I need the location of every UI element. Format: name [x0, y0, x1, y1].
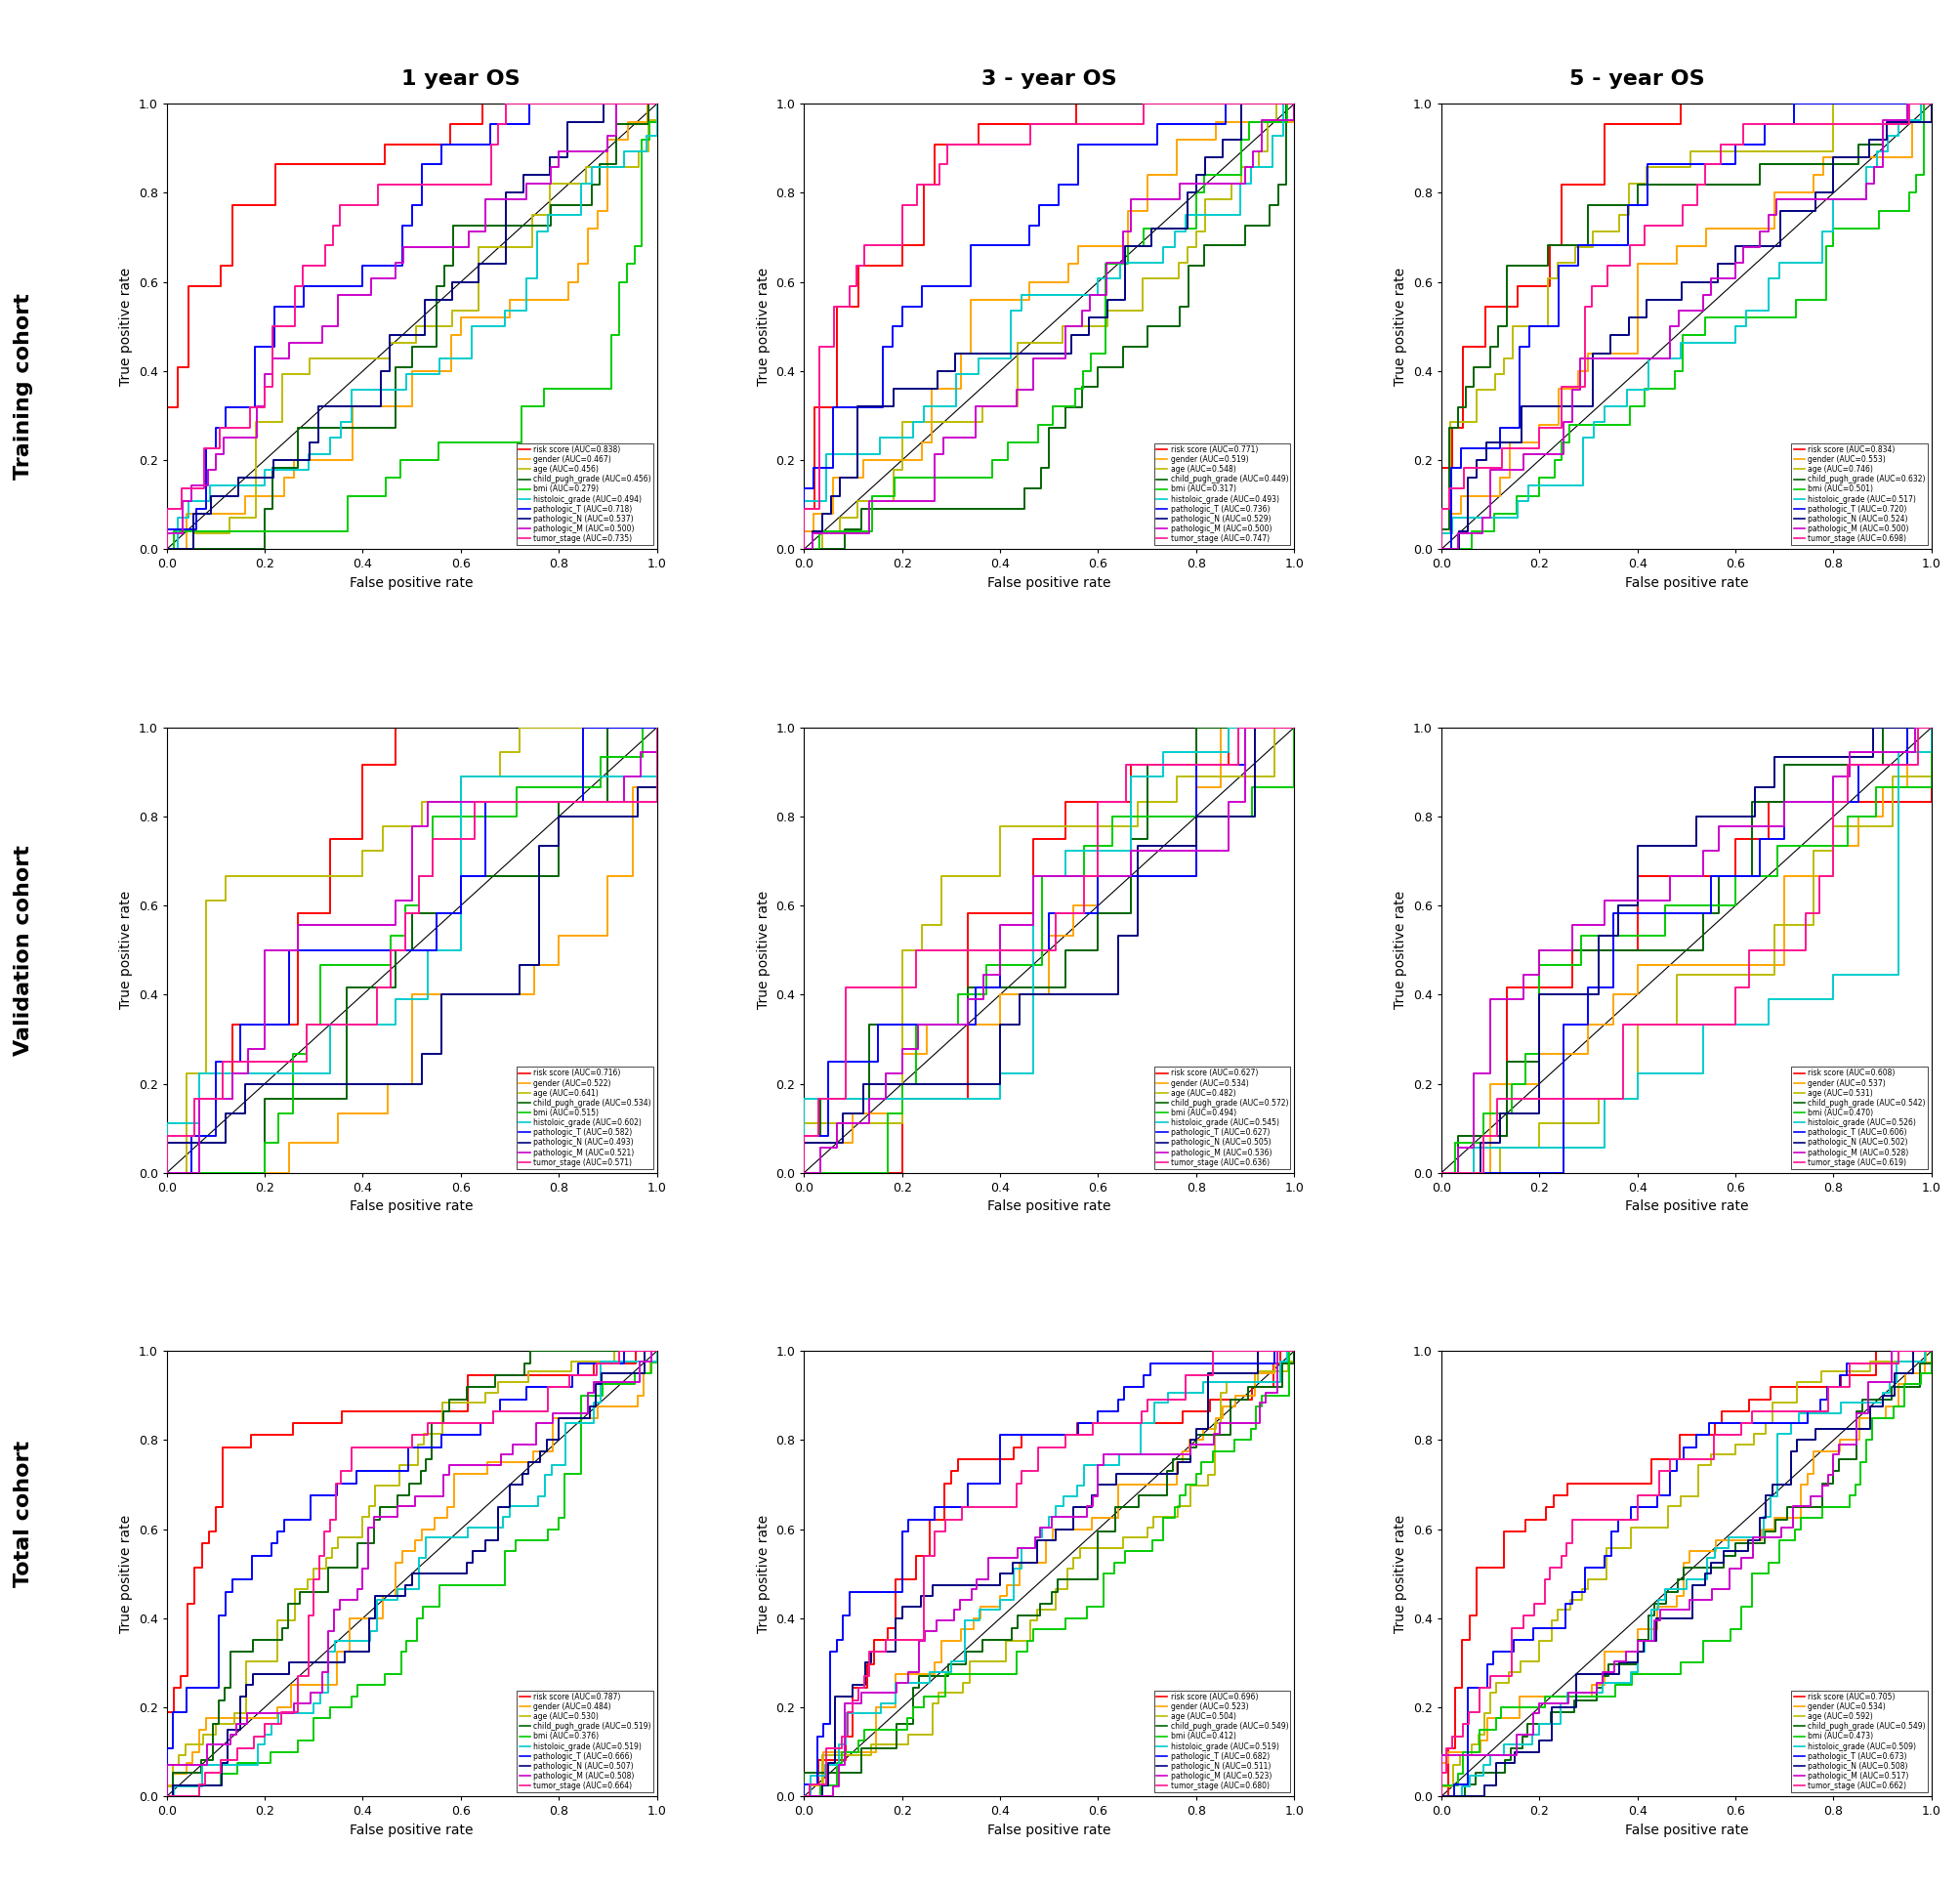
Legend: risk score (AUC=0.834), gender (AUC=0.553), age (AUC=0.746), child_pugh_grade (A: risk score (AUC=0.834), gender (AUC=0.55…	[1791, 443, 1927, 545]
X-axis label: False positive rate: False positive rate	[1625, 1200, 1746, 1213]
Y-axis label: True positive rate: True positive rate	[757, 1515, 770, 1632]
X-axis label: False positive rate: False positive rate	[351, 576, 472, 591]
X-axis label: False positive rate: False positive rate	[988, 1823, 1109, 1838]
Text: 1 year OS: 1 year OS	[402, 70, 519, 89]
Legend: risk score (AUC=0.716), gender (AUC=0.522), age (AUC=0.641), child_pugh_grade (A: risk score (AUC=0.716), gender (AUC=0.52…	[517, 1066, 653, 1170]
X-axis label: False positive rate: False positive rate	[351, 1200, 472, 1213]
X-axis label: False positive rate: False positive rate	[351, 1823, 472, 1838]
Text: Total cohort: Total cohort	[14, 1442, 33, 1587]
Legend: risk score (AUC=0.696), gender (AUC=0.523), age (AUC=0.504), child_pugh_grade (A: risk score (AUC=0.696), gender (AUC=0.52…	[1154, 1691, 1290, 1793]
Y-axis label: True positive rate: True positive rate	[757, 891, 770, 1010]
X-axis label: False positive rate: False positive rate	[988, 576, 1109, 591]
Text: 5 - year OS: 5 - year OS	[1568, 70, 1705, 89]
Legend: risk score (AUC=0.627), gender (AUC=0.534), age (AUC=0.482), child_pugh_grade (A: risk score (AUC=0.627), gender (AUC=0.53…	[1154, 1066, 1290, 1170]
Legend: risk score (AUC=0.608), gender (AUC=0.537), age (AUC=0.531), child_pugh_grade (A: risk score (AUC=0.608), gender (AUC=0.53…	[1791, 1066, 1927, 1170]
Legend: risk score (AUC=0.838), gender (AUC=0.467), age (AUC=0.456), child_pugh_grade (A: risk score (AUC=0.838), gender (AUC=0.46…	[517, 443, 653, 545]
Y-axis label: True positive rate: True positive rate	[120, 891, 133, 1010]
Y-axis label: True positive rate: True positive rate	[757, 268, 770, 385]
Legend: risk score (AUC=0.787), gender (AUC=0.484), age (AUC=0.530), child_pugh_grade (A: risk score (AUC=0.787), gender (AUC=0.48…	[517, 1691, 653, 1793]
Text: Validation cohort: Validation cohort	[14, 845, 33, 1055]
Y-axis label: True positive rate: True positive rate	[1394, 891, 1407, 1010]
Y-axis label: True positive rate: True positive rate	[120, 268, 133, 385]
Text: Training cohort: Training cohort	[14, 292, 33, 479]
X-axis label: False positive rate: False positive rate	[1625, 1823, 1746, 1838]
Y-axis label: True positive rate: True positive rate	[1394, 1515, 1407, 1632]
Y-axis label: True positive rate: True positive rate	[120, 1515, 133, 1632]
Legend: risk score (AUC=0.705), gender (AUC=0.534), age (AUC=0.592), child_pugh_grade (A: risk score (AUC=0.705), gender (AUC=0.53…	[1791, 1691, 1927, 1793]
Text: 3 - year OS: 3 - year OS	[980, 70, 1117, 89]
Legend: risk score (AUC=0.771), gender (AUC=0.519), age (AUC=0.548), child_pugh_grade (A: risk score (AUC=0.771), gender (AUC=0.51…	[1154, 443, 1290, 545]
X-axis label: False positive rate: False positive rate	[1625, 576, 1746, 591]
Y-axis label: True positive rate: True positive rate	[1394, 268, 1407, 385]
X-axis label: False positive rate: False positive rate	[988, 1200, 1109, 1213]
